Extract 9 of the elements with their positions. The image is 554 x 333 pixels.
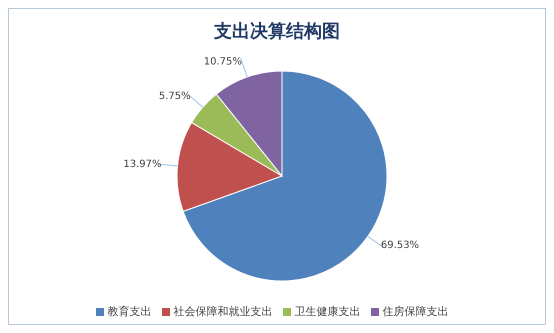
data-label: 10.75%: [204, 56, 242, 68]
legend-label: 教育支出: [108, 305, 152, 318]
legend-label: 住房保障支出: [382, 305, 448, 318]
legend-label: 卫生健康支出: [294, 305, 360, 318]
data-label: 69.53%: [380, 240, 420, 252]
legend-label: 社会保障和就业支出: [174, 305, 272, 318]
chart-title: 支出决算结构图: [212, 20, 341, 43]
data-label: 5.75%: [158, 91, 191, 102]
data-label: 13.97%: [123, 159, 162, 170]
